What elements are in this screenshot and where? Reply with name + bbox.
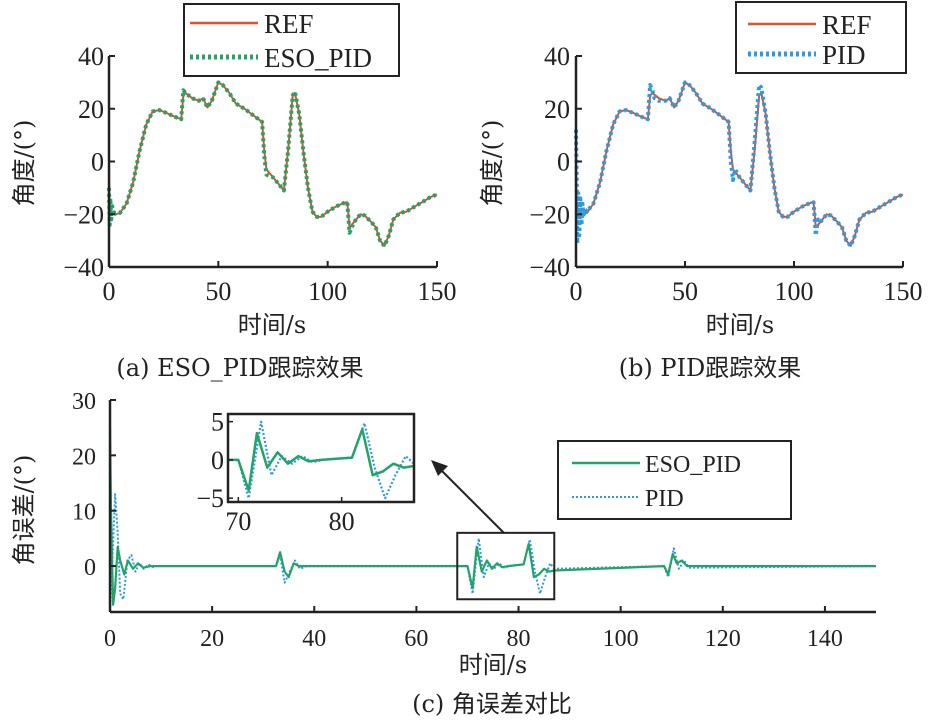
x-tick-label: 20 [200,626,224,652]
x-tick-label: 150 [884,277,923,306]
x-tick-label: 120 [705,626,741,652]
panel-c-error-comparison: 0 10 20 30 0 20 40 60 80 100 120 140 −5 0 5 70 80 ESO_P… [10,389,877,718]
legend-box [735,1,907,74]
series-ref-line [108,81,438,247]
panel-b-series-group [574,80,904,248]
y-tick-label: 10 [72,500,96,526]
inset-axes: −5 0 5 70 80 [196,408,354,536]
y-tick-label: 40 [544,42,570,71]
zoom-arrow [435,464,505,534]
panel-a-series-group [107,80,438,248]
x-tick-label: 100 [603,626,639,652]
y-tick-label: 20 [78,95,104,124]
x-tick-label: 60 [404,626,428,652]
panel-a-xlabel: 时间/s [238,311,306,339]
zoom-region-box [456,531,556,601]
inset-y-tick-label: 5 [211,408,224,437]
y-tick-label: 20 [544,95,570,124]
x-tick-label: 50 [205,277,231,306]
inset-y-tick-label: −5 [196,484,224,513]
x-tick-label: 150 [418,277,457,306]
panel-b-xlabel: 时间/s [706,311,774,339]
legend-label-ref: REF [822,10,872,40]
panel-b-caption: (b) PID跟踪效果 [619,354,802,382]
x-tick-label: 140 [807,626,843,652]
legend-box [183,3,400,77]
y-tick-label: 0 [557,148,570,177]
panel-c-axes: 0 10 20 30 0 20 40 60 80 100 120 140 [72,389,876,652]
panel-c-inset: −5 0 5 70 80 [196,408,416,536]
panel-c-caption: (c) 角误差对比 [412,690,572,718]
y-tick-label: −40 [529,253,570,282]
inset-x-tick-label: 80 [329,507,355,536]
y-tick-label: 0 [84,555,96,581]
panel-b-tracking-pid: −40 −20 0 20 40 0 50 100 150 REF PID 时间/s 角度/(°)… [478,1,923,382]
x-tick-label: 100 [308,277,347,306]
panel-a-tracking-eso-pid: −40 −20 0 20 40 0 50 100 150 REF ESO_PID 时间/s 角度… [10,3,457,382]
panel-c-ylabel: 角误差/(°) [10,455,38,566]
legend-label-pid: PID [822,40,866,70]
y-tick-label: −40 [63,253,104,282]
inset-frame [226,412,416,504]
inset-series-pid-line [229,420,413,500]
inset-y-tick-label: 0 [211,446,224,475]
x-tick-label: 40 [302,626,326,652]
panel-a-ylabel: 角度/(°) [10,120,38,207]
legend-label-ref: REF [264,9,314,39]
series-eso-pid-line [107,80,438,248]
legend-label-eso-pid: ESO_PID [264,43,372,73]
inset-x-tick-label: 70 [225,507,251,536]
x-tick-label: 0 [104,626,116,652]
series-pid-line [574,80,904,248]
panel-c-xlabel: 时间/s [459,651,527,679]
legend-box [557,440,792,520]
x-tick-label: 50 [672,277,698,306]
panel-a-axes: −40 −20 0 20 40 0 50 100 150 [63,42,456,306]
x-tick-label: 80 [507,626,531,652]
x-tick-label: 100 [775,277,814,306]
series-eso-pid-line [110,427,876,606]
y-tick-label: −20 [529,200,570,229]
panel-b-ylabel: 角度/(°) [478,120,506,207]
legend-label-eso-pid: ESO_PID [645,452,741,478]
inset-background [228,414,414,502]
legend-label-pid: PID [645,486,684,512]
x-tick-label: 0 [570,277,583,306]
panel-b-axes: −40 −20 0 20 40 0 50 100 150 [529,42,922,306]
x-tick-label: 0 [103,277,116,306]
panel-a-caption: (a) ESO_PID跟踪效果 [116,354,363,382]
y-tick-label: 20 [72,444,96,470]
inset-series-eso-pid-line [229,428,413,492]
panel-c-legend: ESO_PID PID [557,440,792,520]
y-tick-label: 30 [72,389,96,415]
panel-b-legend: REF PID [735,1,907,74]
y-tick-label: 0 [91,148,104,177]
y-tick-label: 40 [78,42,104,71]
y-tick-label: −20 [63,200,104,229]
panel-a-legend: REF ESO_PID [183,3,400,77]
inset-series-group [229,420,413,500]
series-ref-line [575,81,904,247]
zoom-arrow-head [431,460,448,476]
